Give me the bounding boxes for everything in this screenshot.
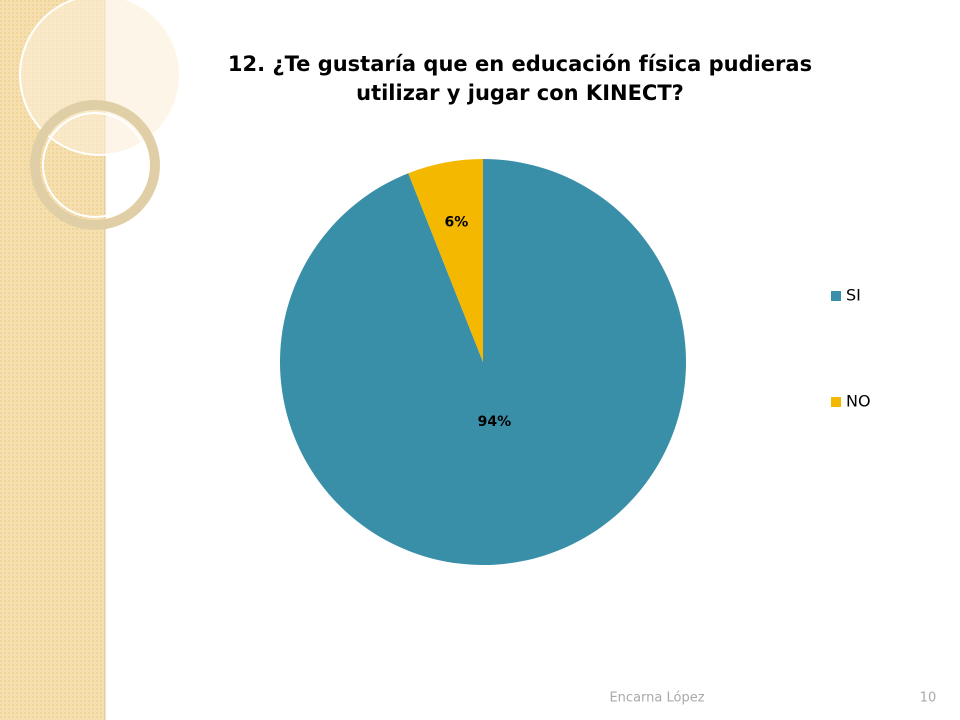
legend-swatch	[831, 291, 841, 301]
legend-swatch	[831, 397, 841, 407]
chart-title: 12. ¿Te gustaría que en educación física…	[227, 52, 813, 105]
data-label: 94%	[478, 414, 512, 430]
pie-slice	[280, 159, 686, 566]
footer-author: Encarna López	[609, 691, 704, 706]
pie-slice	[408, 159, 483, 362]
legend-label: NO	[846, 392, 871, 411]
data-label: 6%	[444, 214, 468, 230]
page-number: 10	[920, 691, 937, 706]
side-band	[0, 0, 181, 720]
legend-label: SI	[846, 286, 861, 305]
